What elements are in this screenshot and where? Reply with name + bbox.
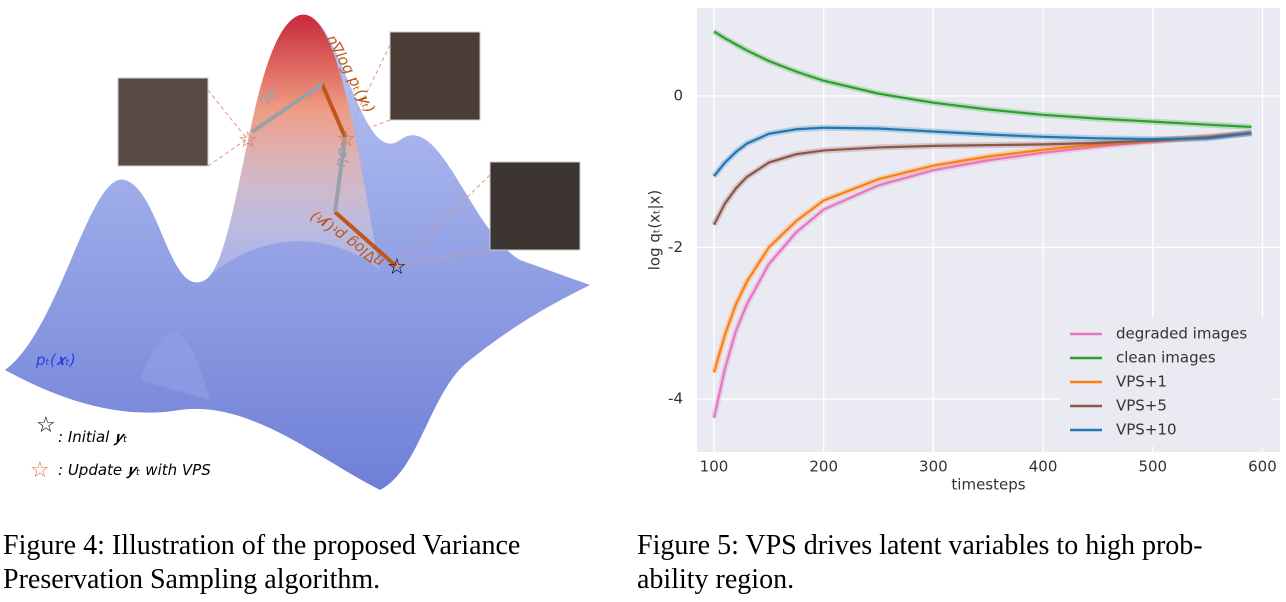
bump — [140, 332, 210, 400]
zoom-lines — [207, 44, 491, 267]
chart: 100 200 300 400 500 600 -4 -2 0 timesteps log qₜ(x… — [646, 8, 1280, 494]
image-thumb — [389, 31, 481, 121]
star-initial: ☆ — [36, 413, 56, 438]
x-tick-label: 600 — [1248, 458, 1277, 476]
legend-label: clean images — [1116, 349, 1216, 367]
arrows — [250, 82, 398, 268]
x-axis-label: timesteps — [951, 476, 1025, 494]
x-tick-label: 500 — [1138, 458, 1167, 476]
x-tick-label: 400 — [1029, 458, 1058, 476]
y-tick-label: 0 — [673, 86, 683, 104]
star: ☆ — [336, 127, 356, 152]
legend-label: VPS+1 — [1116, 373, 1167, 391]
arrow-label: η𝜺 — [331, 147, 351, 168]
caption: ability region. — [637, 564, 794, 595]
star: ☆ — [387, 255, 407, 280]
series-line — [713, 131, 1252, 226]
star-update: ☆ — [30, 458, 50, 483]
image-thumb — [117, 77, 209, 167]
series-line — [713, 30, 1252, 129]
series-line — [713, 126, 1252, 177]
caption: Preservation Sampling algorithm. — [3, 564, 380, 595]
legend-label: degraded images — [1116, 325, 1247, 343]
x-tick-label: 200 — [809, 458, 838, 476]
legend-label: VPS+5 — [1116, 397, 1167, 415]
legend-box — [1059, 317, 1273, 447]
density-label: pₜ(𝒙ₜ) — [35, 351, 76, 369]
image-thumb — [489, 161, 581, 251]
y-tick-label: -2 — [668, 238, 683, 256]
legend-text: : Update 𝒚ₜ with VPS — [58, 461, 211, 479]
y-tick-label: -4 — [668, 389, 683, 407]
y-axis-label: log qₜ(xₜ|x) — [646, 190, 664, 271]
series-line — [712, 131, 1252, 419]
caption: Figure 4: Illustration of the proposed V… — [3, 530, 520, 561]
legend-text: : Initial 𝒚ₜ — [58, 428, 128, 446]
star: ☆ — [238, 128, 258, 153]
legend-label: VPS+10 — [1116, 421, 1176, 439]
x-tick-label: 300 — [919, 458, 948, 476]
illustration: ☆ ☆ ☆ ☆ ☆ pₜ(𝒙ₜ) η∇log pₜ(𝒚ₜ) η𝜺 η𝜺 η∇lo… — [5, 14, 590, 491]
caption: Figure 5: VPS drives latent variables to… — [637, 530, 1203, 561]
x-tick-label: 100 — [700, 458, 729, 476]
